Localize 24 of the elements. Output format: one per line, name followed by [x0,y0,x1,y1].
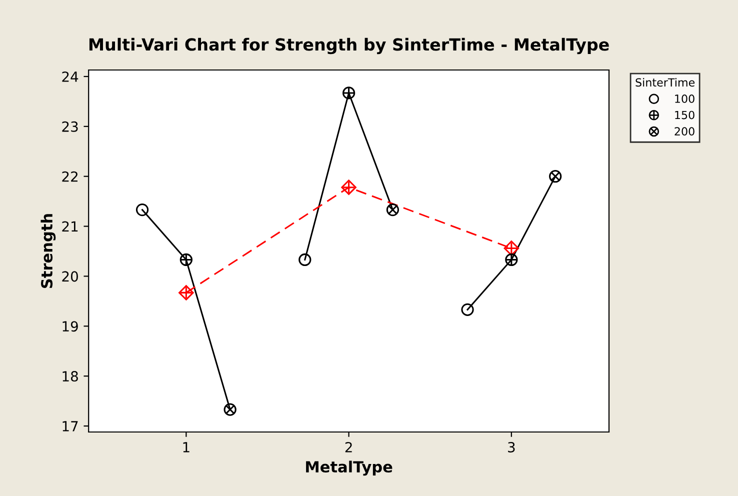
x-tick-label: 1 [183,442,190,452]
y-tick-label: 19 [62,321,78,332]
legend-label: 150 [675,110,694,120]
legend-title: SinterTime [636,78,695,87]
x-axis-title: MetalType [306,460,392,476]
y-tick-label: 23 [62,121,78,132]
y-tick-label: 18 [62,371,78,382]
point [504,240,520,256]
point [461,303,474,316]
x-tick-label: 3 [508,442,515,452]
y-axis-title: Strength [40,214,56,288]
point [298,253,312,266]
y-tick-label: 22 [62,171,78,182]
point [136,203,149,216]
y-tick-label: 24 [62,71,78,82]
point [341,180,356,195]
legend-label: 200 [674,127,694,136]
y-tick-label: 17 [62,421,78,432]
y-tick-label: 21 [62,221,78,232]
legend-label: 100 [675,94,694,103]
y-tick-label: 20 [62,271,78,282]
x-tick-label: 2 [345,442,352,452]
chart-title: Multi-Vari Chart for Strength by SinterTime - MetalType [89,38,609,54]
point [178,285,194,300]
